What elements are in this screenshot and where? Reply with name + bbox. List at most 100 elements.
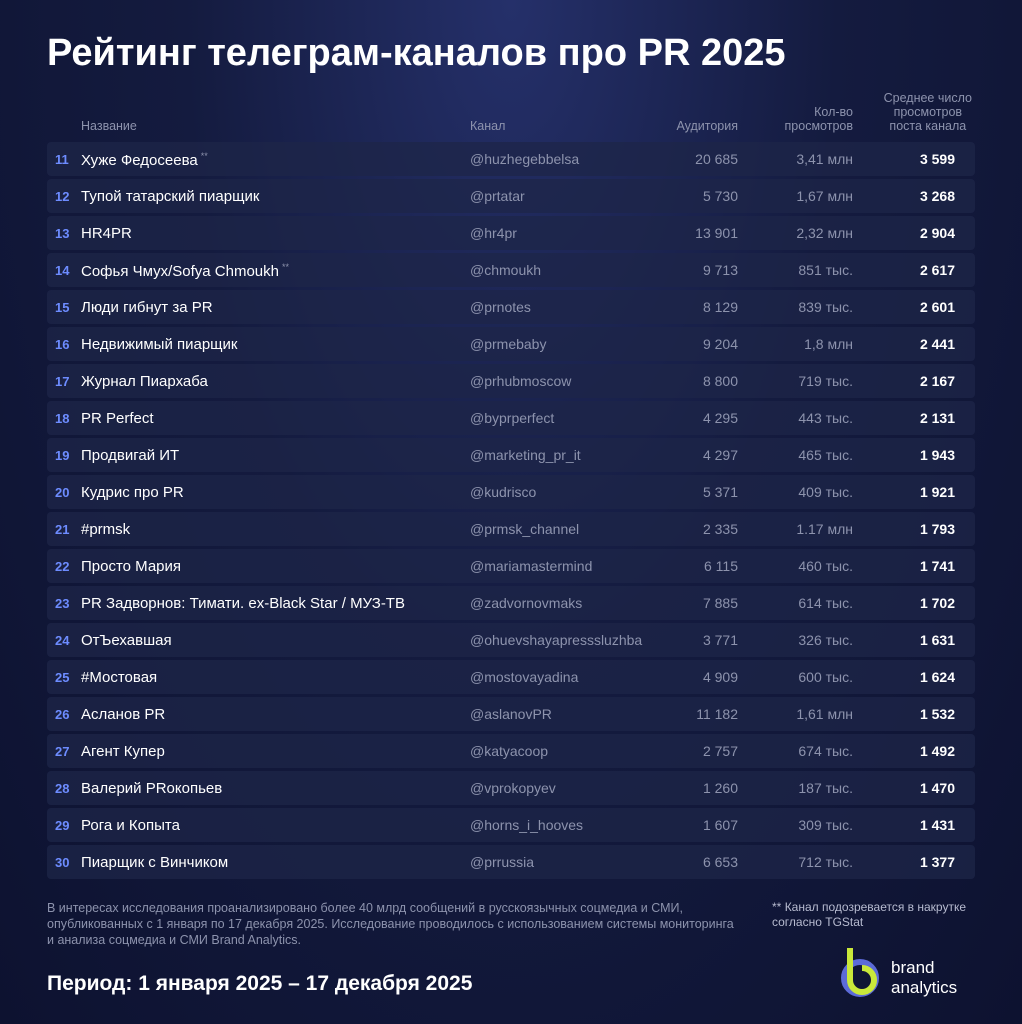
row: 29 Рога и Копыта @horns_i_hooves 1 607 309 т… (47, 808, 975, 842)
avg: 1 921 (919, 484, 955, 500)
channel: @chmoukh (470, 262, 542, 278)
views: 326 тыс. (798, 632, 853, 648)
audience: 4 909 (702, 669, 738, 685)
audience: 6 653 (702, 854, 738, 870)
name: Недвижимый пиарщик (81, 336, 238, 353)
logo-icon (841, 948, 879, 997)
avg: 2 601 (919, 299, 955, 315)
logo-line: analytics (891, 978, 958, 997)
rank: 18 (55, 411, 70, 426)
views: 409 тыс. (798, 484, 853, 500)
rank: 13 (55, 226, 70, 241)
audience: 4 297 (702, 447, 738, 463)
rank: 20 (55, 485, 70, 500)
row: 30 Пиарщик с Винчиком @prrussia 6 653 712 ты… (47, 845, 975, 879)
rank: 19 (55, 448, 70, 463)
views: 465 тыс. (798, 447, 853, 463)
avg: 1 377 (919, 854, 955, 870)
avg: 2 131 (919, 410, 955, 426)
row: 11 Хуже Федосеева ** @huzhegebbelsa 20 685 3,… (47, 142, 975, 176)
row: 18 PR Perfect @byprperfect 4 295 443 тыс. 2 1… (47, 401, 975, 435)
rank: 12 (55, 189, 70, 204)
avg: 2 441 (919, 336, 955, 352)
footnote: В интересах исследования проанализирован… (47, 901, 734, 947)
views: 460 тыс. (798, 558, 853, 574)
header-line: Кол-во (814, 105, 853, 119)
channel: @mostovayadina (470, 669, 579, 685)
period: Период: 1 января 2025 – 17 декабря 2025 (47, 972, 473, 995)
note-mark: ** (772, 900, 782, 914)
views: 1,8 млн (804, 336, 853, 352)
views: 712 тыс. (798, 854, 853, 870)
views: 1,61 млн (796, 706, 853, 722)
rank: 27 (55, 744, 70, 759)
header-line: Среднее число (883, 91, 972, 105)
logo-text: brand analytics (891, 958, 957, 998)
audience: 7 885 (702, 595, 738, 611)
avg: 1 631 (919, 632, 955, 648)
name: ОтЪехавшая (81, 632, 172, 649)
title: Рейтинг телеграм-каналов про PR 2025 (47, 32, 786, 74)
views: 600 тыс. (798, 669, 853, 685)
audience: 8 800 (702, 373, 738, 389)
name: Продвигай ИТ (81, 447, 180, 464)
channel: @hr4pr (470, 225, 517, 241)
note: ** Канал подозревается в накрутке соглас… (772, 900, 982, 930)
name: #Мостовая (81, 669, 158, 686)
audience: 6 115 (704, 558, 738, 574)
views: 2,32 млн (796, 225, 853, 241)
name: Тупой татарский пиарщик (81, 188, 260, 205)
audience: 1 260 (702, 780, 738, 796)
channel: @mariamastermind (470, 558, 593, 574)
avg: 2 167 (919, 373, 955, 389)
header-line: просмотров (893, 105, 963, 119)
audience: 1 607 (702, 817, 738, 833)
channel: @prnotes (470, 299, 531, 315)
rank: 26 (55, 707, 70, 722)
audience: 13 901 (695, 225, 738, 241)
views: 674 тыс. (798, 743, 853, 759)
rank: 23 (55, 596, 70, 611)
row: 14 Софья Чмух/Sofya Chmoukh ** @chmoukh 9 71… (47, 253, 975, 287)
name: Валерий PRокопьев (81, 780, 223, 797)
name: Люди гибнут за PR (81, 299, 213, 316)
header-line: просмотров (784, 119, 853, 133)
name: Пиарщик с Винчиком (81, 854, 229, 871)
channel: @aslanovPR (470, 706, 552, 722)
audience: 2 757 (702, 743, 738, 759)
row: 26 Асланов PR @aslanovPR 11 182 1,61 млн 1 53… (47, 697, 975, 731)
rank: 15 (55, 300, 70, 315)
name: Хуже Федосеева ** (81, 151, 208, 169)
audience: 3 771 (702, 632, 738, 648)
avg: 2 617 (919, 262, 955, 278)
row: 23 PR Задворнов: Тимати. ex-Black Star / … (47, 586, 975, 620)
channel: @vprokopyev (470, 780, 556, 796)
avg: 1 492 (919, 743, 955, 759)
avg: 1 741 (919, 558, 955, 574)
channel: @prhubmoscow (470, 373, 572, 389)
name: PR Perfect (81, 410, 154, 427)
views: 3,41 млн (796, 151, 853, 167)
channel: @byprperfect (470, 410, 555, 426)
channel: @prmsk_channel (470, 521, 580, 537)
header: Среднее число просмотров поста канала (884, 91, 972, 133)
row: 24 ОтЪехавшая @ohuevshayapresssluzhba 3 771… (47, 623, 975, 657)
name: Асланов PR (81, 706, 166, 723)
channel: @prrussia (470, 854, 535, 870)
audience: 5 371 (702, 484, 738, 500)
channel: @horns_i_hooves (470, 817, 584, 833)
row: 17 Журнал Пиархаба @prhubmoscow 8 800 719 ты… (47, 364, 975, 398)
row: 28 Валерий PRокопьев @vprokopyev 1 260 187 т… (47, 771, 975, 805)
rank: 17 (55, 374, 70, 389)
channel: @prmebaby (470, 336, 547, 352)
rank: 16 (55, 337, 70, 352)
avg: 1 470 (919, 780, 955, 796)
name: HR4PR (81, 225, 132, 242)
avg: 1 702 (919, 595, 955, 611)
name: Просто Мария (81, 558, 182, 575)
channel: @kudrisco (470, 484, 537, 500)
avg: 3 268 (919, 188, 955, 204)
views: 1,67 млн (796, 188, 853, 204)
logo-line: brand (891, 958, 935, 977)
